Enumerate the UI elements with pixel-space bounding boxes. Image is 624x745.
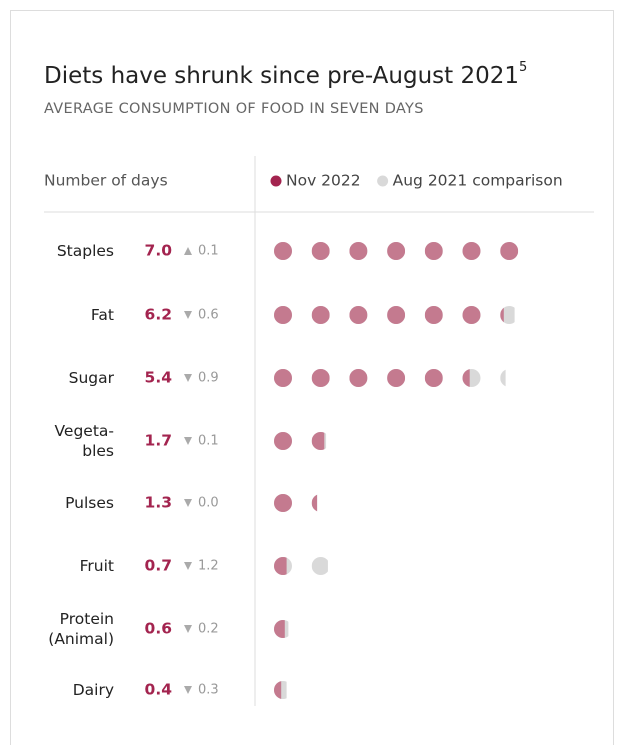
change-arrow [184, 499, 192, 507]
category-label: Dairy [73, 681, 114, 699]
subtitle: AVERAGE CONSUMPTION OF FOOD IN SEVEN DAY… [44, 101, 424, 117]
dot-row [274, 681, 282, 699]
dot [274, 620, 285, 638]
category-line: Staples [57, 242, 114, 260]
dot [462, 306, 481, 324]
change-arrow [184, 247, 192, 255]
dot [462, 242, 481, 260]
dot [274, 242, 292, 260]
dot-row [274, 620, 285, 638]
legend-label: Aug 2021 comparison [393, 172, 563, 190]
dot [311, 494, 318, 512]
dot [349, 242, 368, 260]
change-arrow [184, 686, 192, 694]
change-label: 0.1 [198, 434, 219, 449]
category-line: Sugar [69, 369, 115, 387]
value-label: 0.4 [145, 681, 173, 699]
dot [274, 557, 287, 575]
change-label: 0.1 [198, 244, 219, 259]
change-arrow [184, 562, 192, 570]
value-label: 7.0 [145, 242, 173, 260]
category-label: Fruit [80, 557, 114, 575]
dot [424, 306, 443, 324]
dot [500, 242, 519, 260]
value-label: 0.7 [145, 557, 172, 575]
legend-label: Nov 2022 [286, 172, 361, 190]
dot [462, 369, 470, 387]
dot [274, 681, 282, 699]
change-label: 0.9 [198, 371, 219, 386]
dot [274, 432, 292, 450]
dot [274, 306, 292, 324]
dot [311, 242, 330, 260]
dot-row [274, 494, 318, 512]
change-arrow [184, 311, 192, 319]
change-arrow [184, 437, 192, 445]
dot [274, 494, 292, 512]
category-line: Protein [60, 610, 114, 628]
dot [311, 306, 330, 324]
value-label: 0.6 [145, 620, 172, 638]
value-label: 5.4 [145, 369, 173, 387]
dot-row [274, 369, 470, 387]
category-label: Vegeta-bles [55, 422, 114, 460]
chart-title: Diets have shrunk since pre-August 20215 [44, 60, 527, 89]
category-line: Pulses [65, 494, 114, 512]
change-label: 0.2 [198, 622, 219, 637]
value-label: 1.3 [145, 494, 172, 512]
category-line: (Animal) [48, 630, 114, 648]
change-label: 0.6 [198, 308, 219, 323]
row-header: Number of days [44, 172, 168, 190]
value-label: 6.2 [145, 306, 172, 324]
title-text: Diets have shrunk since pre-August 2021 [44, 63, 519, 89]
category-label: Fat [91, 306, 114, 324]
dot [387, 242, 406, 260]
category-line: Dairy [73, 681, 114, 699]
category-line: Fruit [80, 557, 114, 575]
dot [274, 369, 292, 387]
legend-swatch [270, 175, 282, 187]
dot [311, 557, 328, 575]
dot [424, 242, 443, 260]
dot [500, 306, 515, 324]
change-label: 1.2 [198, 559, 219, 574]
dot [349, 306, 368, 324]
dot-row [274, 432, 325, 450]
change-label: 0.3 [198, 683, 219, 698]
category-line: Fat [91, 306, 114, 324]
dot [500, 369, 506, 387]
category-line: bles [82, 442, 114, 460]
dot [424, 369, 443, 387]
dot [500, 307, 504, 323]
dot-row [274, 242, 519, 260]
change-label: 0.0 [198, 496, 219, 511]
dot [387, 306, 406, 324]
legend-swatch [377, 175, 389, 187]
category-label: Staples [57, 242, 114, 260]
category-line: Vegeta- [55, 422, 114, 440]
dot [387, 369, 406, 387]
dot [311, 369, 330, 387]
category-label: Sugar [69, 369, 115, 387]
dot-row [274, 557, 287, 575]
title-note: 5 [519, 60, 527, 75]
category-label: Pulses [65, 494, 114, 512]
value-label: 1.7 [145, 432, 172, 450]
dot [349, 369, 368, 387]
change-arrow [184, 374, 192, 382]
dot-row [274, 306, 504, 324]
category-label: Protein (Animal) [48, 610, 114, 648]
change-arrow [184, 625, 192, 633]
dot [311, 432, 325, 450]
